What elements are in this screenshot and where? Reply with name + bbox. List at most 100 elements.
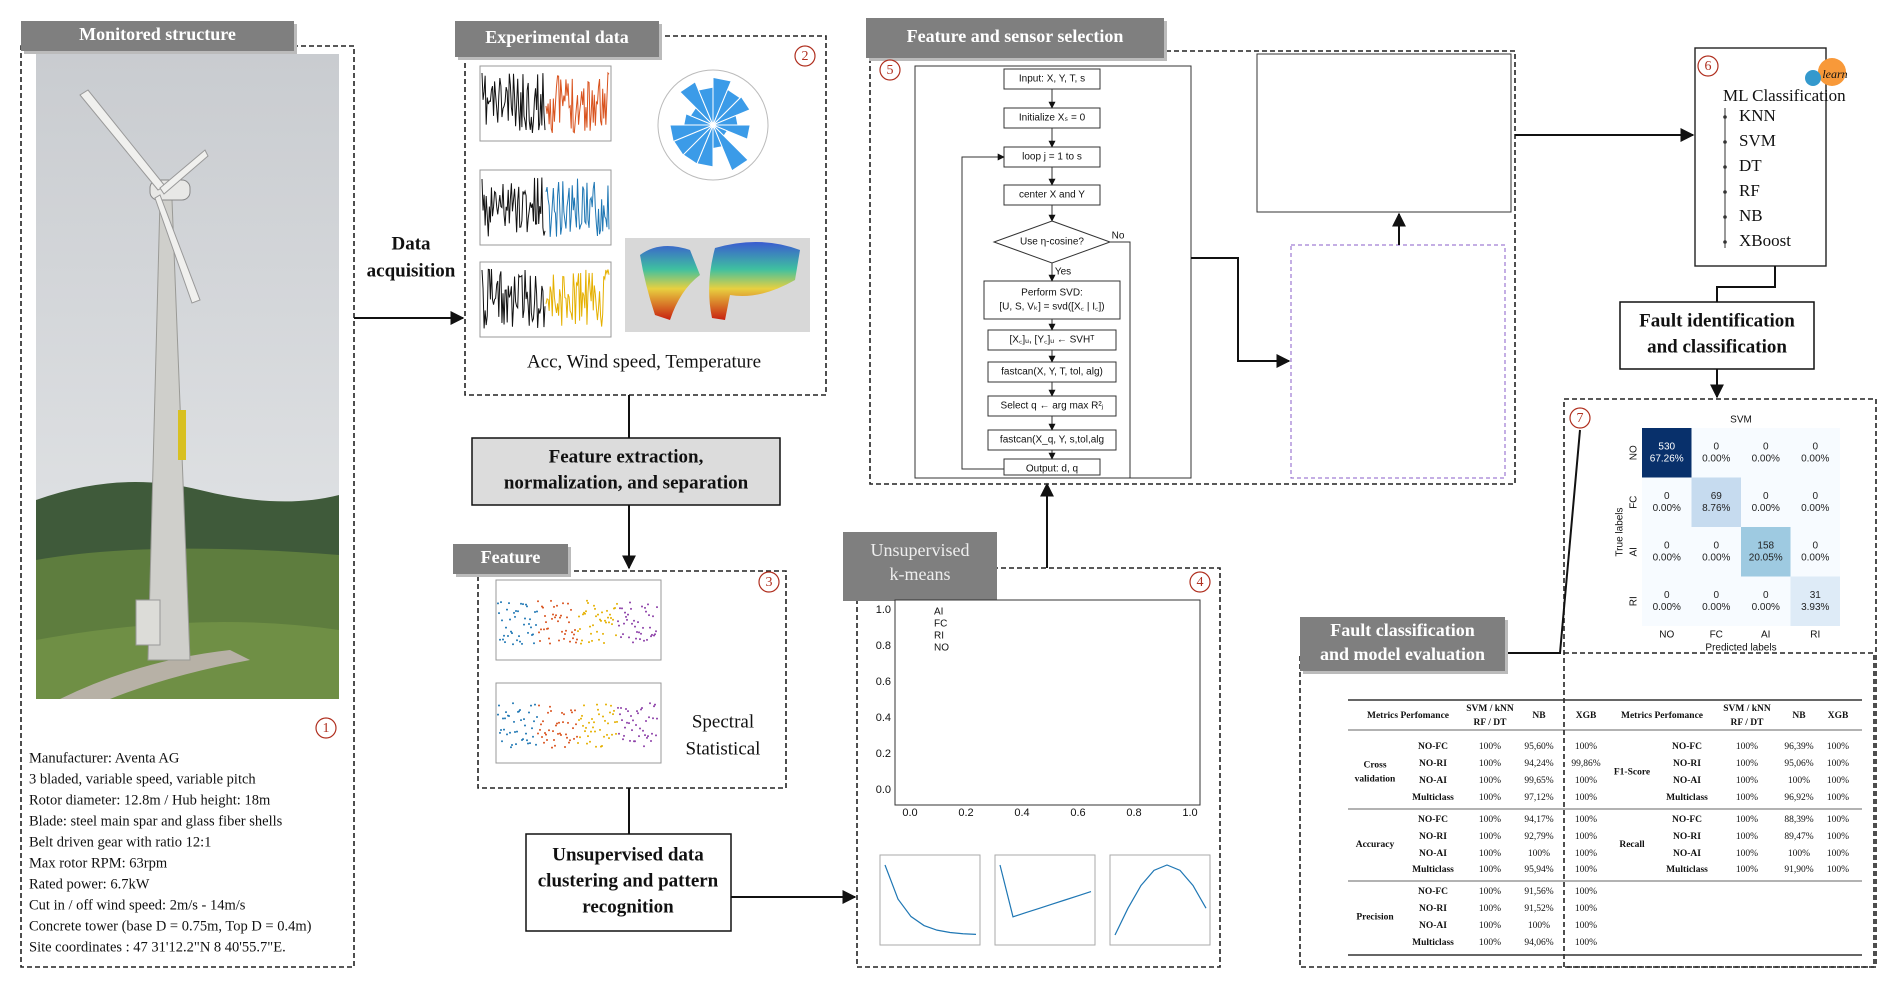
axis-tick: 0.6 (876, 676, 891, 688)
table-cell: Metrics Perfomance (1367, 711, 1449, 721)
model-name: NB (1739, 206, 1763, 225)
decor (546, 739, 548, 742)
decor (505, 626, 507, 629)
tab (455, 21, 659, 57)
panel (856, 567, 1221, 968)
decor (598, 638, 600, 641)
decor (573, 737, 575, 740)
spec-line: 3 bladed, variable speed, variable pitch (29, 771, 256, 787)
decor (513, 720, 515, 723)
table-cell: NO-RI (1419, 759, 1447, 769)
decor (499, 731, 501, 734)
decor (628, 722, 630, 725)
cm-value: 0 (1713, 441, 1719, 452)
panel (20, 45, 355, 968)
panel (1694, 47, 1827, 267)
table-cell: RF / DT (1474, 718, 1508, 728)
decor (547, 627, 549, 630)
decor (506, 733, 508, 736)
step-label: and classification (1647, 336, 1787, 357)
model-name: KNN (1739, 106, 1776, 125)
decor (501, 619, 503, 622)
decor (1114, 864, 1207, 936)
table-cell: XGB (1828, 711, 1849, 721)
decor (558, 721, 560, 724)
decor (579, 627, 581, 630)
decor (513, 611, 515, 614)
decor (497, 713, 499, 716)
table-cell: 100% (1736, 849, 1758, 859)
decor (560, 734, 562, 737)
panel (869, 50, 1516, 485)
decor (563, 713, 565, 716)
decor (652, 615, 654, 618)
tab (1300, 617, 1505, 671)
legend-label: FC (934, 619, 947, 630)
decor (609, 613, 611, 616)
decor (643, 745, 645, 748)
table-cell: 95,06% (1784, 759, 1813, 769)
decor (654, 633, 656, 636)
cm-text: FC (1710, 630, 1723, 641)
cm-text: RI (1629, 596, 1640, 606)
decor (643, 639, 645, 642)
cm-value: 67.26% (1650, 453, 1684, 464)
decor (622, 738, 624, 741)
decor (527, 631, 529, 634)
step-label: recognition (582, 896, 674, 917)
decor (510, 746, 512, 749)
list-dot (1723, 115, 1727, 119)
decor (604, 619, 606, 622)
decor (525, 732, 527, 735)
table-cell: 100% (1827, 832, 1849, 842)
decor (642, 626, 644, 629)
decor (884, 864, 977, 935)
decor (559, 616, 561, 619)
decor (611, 733, 613, 736)
decor (592, 624, 594, 627)
cm-cell (1642, 576, 1692, 626)
tab (453, 544, 568, 574)
flow-arrow (1110, 241, 1131, 478)
axis-tick: 0.8 (1126, 807, 1141, 819)
step-label: clustering and pattern (538, 870, 719, 891)
cm-value: 3.93% (1801, 602, 1829, 613)
cm-cell (1741, 428, 1791, 478)
table-cell: NB (1532, 711, 1546, 721)
flow-box (983, 280, 1121, 320)
ml-title: ML Classification (1723, 86, 1846, 105)
decor (536, 716, 538, 719)
cm-value: 0.00% (1702, 453, 1730, 464)
decor (524, 724, 526, 727)
table-cell: 100% (1827, 865, 1849, 875)
decor (514, 615, 516, 618)
panel-title: Fault classification (1330, 620, 1475, 640)
decor (619, 607, 621, 610)
cm-cell (1642, 428, 1692, 478)
step-number: 1 (323, 721, 330, 736)
table-cell: 95,60% (1524, 742, 1553, 752)
flow-step: Select q ← arg max R²ⱼ (1001, 401, 1104, 412)
decor (597, 613, 599, 616)
decor (650, 635, 652, 638)
decor (645, 610, 647, 613)
decor (497, 602, 499, 605)
decor (586, 742, 588, 745)
panel-title: Experimental data (485, 27, 629, 47)
decor (590, 730, 592, 733)
scatter-grid (1256, 53, 1512, 213)
cm-cell (1691, 477, 1741, 527)
list-dot (1723, 165, 1727, 169)
decor (631, 622, 633, 625)
decor (639, 638, 641, 641)
decor (999, 864, 1092, 918)
table-cell: 100% (1788, 776, 1810, 786)
decor (508, 602, 510, 605)
cm-value: 0.00% (1702, 602, 1730, 613)
table-cell: 100% (1575, 938, 1597, 948)
decor (649, 702, 651, 705)
decor (627, 613, 629, 616)
step-badge (758, 571, 780, 593)
decor (586, 599, 588, 602)
decor (543, 741, 545, 744)
